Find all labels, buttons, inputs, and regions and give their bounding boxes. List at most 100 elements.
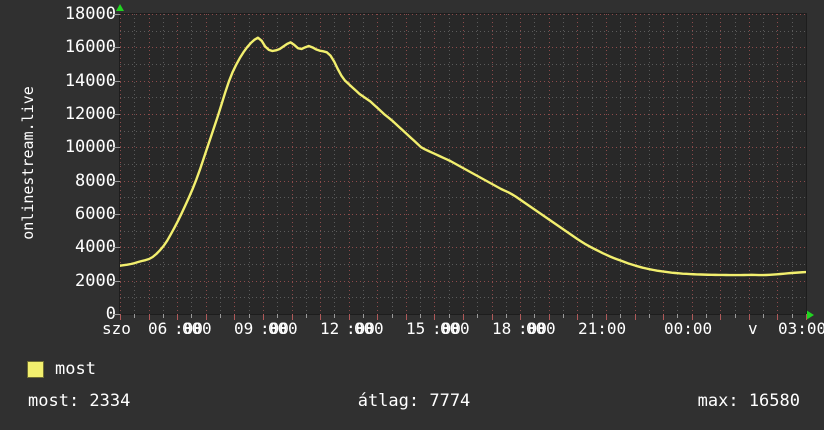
x-tick-label: 00 — [268, 319, 288, 338]
x-tick-mark — [706, 314, 707, 318]
x-tick-mark — [635, 314, 636, 320]
x-tick-mark — [406, 314, 407, 320]
stats-row: most: 2334 átlag: 7774 max: 16580 — [28, 393, 800, 410]
grid-line-v — [520, 14, 521, 314]
y-tick-mark — [113, 181, 120, 182]
x-tick-mark — [763, 314, 764, 318]
x-tick-label: 15 — [406, 319, 426, 338]
x-tick-mark — [520, 314, 521, 320]
x-tick-mark — [592, 314, 593, 318]
grid-line-v — [334, 14, 335, 314]
y-tick-mark — [113, 247, 120, 248]
x-tick-mark — [191, 314, 192, 318]
grid-line-v — [377, 14, 378, 314]
grid-line-v — [677, 14, 678, 314]
x-tick-mark — [720, 314, 721, 320]
x-tick-label: 09 — [234, 319, 254, 338]
x-tick-mark — [463, 314, 464, 320]
x-tick-mark — [477, 314, 478, 318]
x-tick-label: :00 — [518, 319, 547, 338]
y-tick-mark — [113, 214, 120, 215]
x-tick-mark — [234, 314, 235, 320]
x-tick-mark — [292, 314, 293, 320]
grid-line-v — [477, 14, 478, 314]
grid-line-v — [292, 14, 293, 314]
grid-line-v — [120, 14, 121, 314]
x-tick-mark — [206, 314, 207, 320]
grid-line-v — [363, 14, 364, 314]
x-tick-mark — [663, 314, 664, 320]
grid-line-v — [592, 14, 593, 314]
x-tick-label: 18 — [492, 319, 512, 338]
x-tick-label: 00 — [182, 319, 202, 338]
grid-line-v — [406, 14, 407, 314]
x-tick-label: 06 — [148, 319, 168, 338]
x-tick-label: 0 — [546, 319, 556, 338]
y-tick-mark — [113, 14, 120, 15]
x-tick-mark — [349, 314, 350, 320]
grid-line-v — [249, 14, 250, 314]
y-tick-label: 0 — [105, 304, 116, 324]
x-tick-mark — [563, 314, 564, 318]
y-tick-label: 4000 — [75, 237, 116, 258]
x-tick-mark — [549, 314, 550, 320]
x-tick-mark — [492, 314, 493, 320]
x-tick-label: 00 — [354, 319, 374, 338]
x-tick-mark — [392, 314, 393, 318]
grid-line-v — [206, 14, 207, 314]
x-tick-mark — [620, 314, 621, 318]
plot-area — [120, 14, 806, 314]
x-tick-mark — [263, 314, 264, 320]
grid-line-v — [191, 14, 192, 314]
grid-line-v — [706, 14, 707, 314]
legend-swatch-most — [28, 362, 43, 377]
grid-line-v — [492, 14, 493, 314]
x-tick-mark — [792, 314, 793, 318]
x-tick-mark — [120, 314, 121, 320]
x-tick-label: 0 — [460, 319, 470, 338]
grid-line-v — [763, 14, 764, 314]
x-tick-mark — [534, 314, 535, 318]
x-tick-mark — [177, 314, 178, 320]
x-tick-mark — [420, 314, 421, 318]
y-tick-label: 2000 — [75, 270, 116, 291]
grid-line-v — [563, 14, 564, 314]
x-tick-mark — [649, 314, 650, 318]
x-tick-mark — [363, 314, 364, 318]
y-axis-arrow-icon — [116, 4, 124, 11]
y-tick-label: 6000 — [75, 204, 116, 224]
grid-line-v — [534, 14, 535, 314]
x-tick-label: 00 — [526, 319, 546, 338]
grid-line-v — [163, 14, 164, 314]
x-tick-label: 00:00 — [664, 319, 713, 338]
grid-line-v — [720, 14, 721, 314]
y-tick-label: 16000 — [64, 37, 116, 58]
x-tick-mark — [277, 314, 278, 318]
x-tick-mark — [777, 314, 778, 320]
x-tick-mark — [692, 314, 693, 320]
legend: most — [28, 361, 96, 378]
x-tick-label: 0 — [374, 319, 384, 338]
x-tick-mark — [506, 314, 507, 318]
grid-line-v — [649, 14, 650, 314]
grid-line-v — [149, 14, 150, 314]
stat-average: átlag: 7774 — [357, 391, 471, 411]
y-tick-mark — [113, 114, 120, 115]
y-tick-label: 12000 — [64, 104, 116, 124]
x-tick-mark — [163, 314, 164, 318]
x-tick-label: 03:00 — [778, 319, 824, 338]
x-tick-label: :00 — [260, 319, 289, 338]
x-tick-mark — [577, 314, 578, 320]
x-tick-mark — [334, 314, 335, 318]
x-tick-label: :00 — [174, 319, 203, 338]
grid-line-v — [420, 14, 421, 314]
grid-line-v — [549, 14, 550, 314]
grid-line-v — [735, 14, 736, 314]
x-tick-label: :00 — [432, 319, 461, 338]
grid-line-v — [692, 14, 693, 314]
x-tick-mark — [606, 314, 607, 320]
x-tick-label: 00 — [440, 319, 460, 338]
y-tick-mark — [113, 281, 120, 282]
x-tick-label: :00 — [346, 319, 375, 338]
